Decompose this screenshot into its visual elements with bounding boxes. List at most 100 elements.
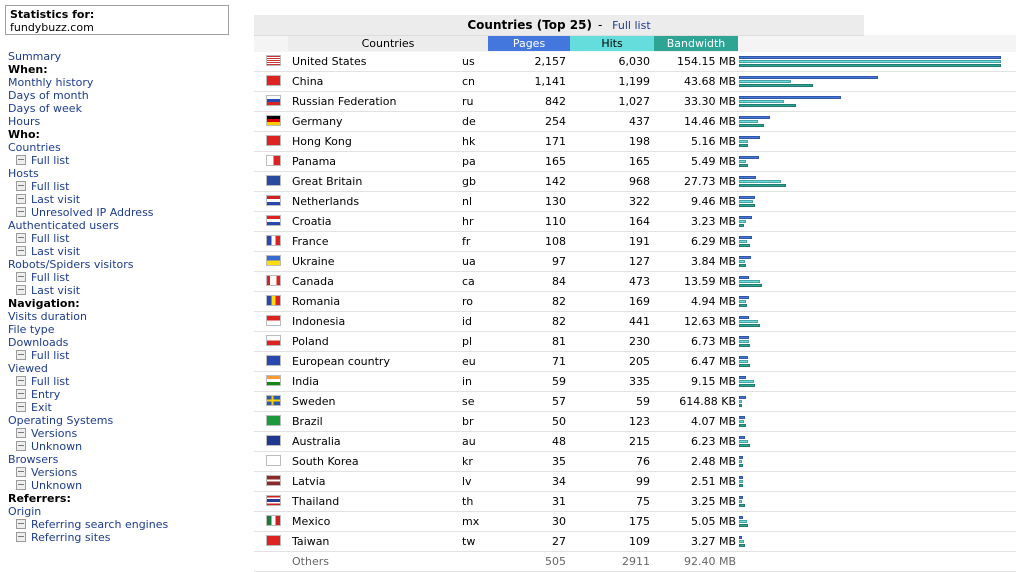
menu-subitem-unresolved-ip-address[interactable]: Unresolved IP Address <box>8 206 248 219</box>
menu-link-countries[interactable]: Countries <box>8 141 61 154</box>
bandwidth-bar <box>739 184 786 187</box>
menu-item-operating-systems[interactable]: Operating Systems <box>8 414 248 427</box>
menu-link-entry[interactable]: Entry <box>31 388 61 401</box>
menu-item-days-of-week[interactable]: Days of week <box>8 102 248 115</box>
menu-link-full-list[interactable]: Full list <box>31 271 70 284</box>
menu-item-visits-duration[interactable]: Visits duration <box>8 310 248 323</box>
hits-bar <box>739 260 745 263</box>
bandwidth-bar <box>739 524 748 527</box>
bandwidth-bar <box>739 264 746 267</box>
menu-link-authenticated-users[interactable]: Authenticated users <box>8 219 119 232</box>
menu-link-last-visit[interactable]: Last visit <box>31 193 81 206</box>
hits-bar <box>739 240 747 243</box>
menu-link-unresolved-ip-address[interactable]: Unresolved IP Address <box>31 206 154 219</box>
menu-link-hours[interactable]: Hours <box>8 115 41 128</box>
menu-link-viewed[interactable]: Viewed <box>8 362 48 375</box>
countries-panel: Countries (Top 25) - Full list Countries … <box>254 15 1016 572</box>
menu-item-viewed[interactable]: Viewed <box>8 362 248 375</box>
menu-link-referring-search-engines[interactable]: Referring search engines <box>31 518 169 531</box>
hits-bar <box>739 360 748 363</box>
menu-link-full-list[interactable]: Full list <box>31 154 70 167</box>
menu-link-full-list[interactable]: Full list <box>31 349 70 362</box>
menu-item-authenticated-users[interactable]: Authenticated users <box>8 219 248 232</box>
flag-pa-icon <box>266 155 281 166</box>
table-row: Netherlands nl 130 322 9.46 MB <box>254 192 1016 212</box>
column-header-pages: Pages <box>488 36 570 51</box>
menu-link-last-visit[interactable]: Last visit <box>31 284 81 297</box>
country-code: hk <box>462 135 476 148</box>
menu-subitem-versions[interactable]: Versions <box>8 427 248 440</box>
menu-link-file-type[interactable]: File type <box>8 323 55 336</box>
menu-link-hosts[interactable]: Hosts <box>8 167 39 180</box>
country-code: mx <box>462 515 480 528</box>
menu-link-robots-spiders-visitors[interactable]: Robots/Spiders visitors <box>8 258 134 271</box>
menu-item-file-type[interactable]: File type <box>8 323 248 336</box>
menu-subitem-full-list[interactable]: Full list <box>8 271 248 284</box>
menu-link-full-list[interactable]: Full list <box>31 180 70 193</box>
pages-value: 842 <box>545 95 566 108</box>
menu-subitem-full-list[interactable]: Full list <box>8 154 248 167</box>
menu-link-versions[interactable]: Versions <box>31 466 78 479</box>
menu-item-countries[interactable]: Countries <box>8 141 248 154</box>
hits-bar <box>739 80 791 83</box>
menu-link-downloads[interactable]: Downloads <box>8 336 69 349</box>
menu-link-unknown[interactable]: Unknown <box>31 440 83 453</box>
menu-item-robots-spiders-visitors[interactable]: Robots/Spiders visitors <box>8 258 248 271</box>
menu-item-browsers[interactable]: Browsers <box>8 453 248 466</box>
bar-group <box>739 93 1014 110</box>
menu-subitem-full-list[interactable]: Full list <box>8 180 248 193</box>
menu-item-hosts[interactable]: Hosts <box>8 167 248 180</box>
menu-link-origin[interactable]: Origin <box>8 505 42 518</box>
menu-subitem-last-visit[interactable]: Last visit <box>8 193 248 206</box>
hits-bar <box>739 540 744 543</box>
country-name: Great Britain <box>292 175 363 188</box>
menu-subitem-last-visit[interactable]: Last visit <box>8 284 248 297</box>
table-row: Mexico mx 30 175 5.05 MB <box>254 512 1016 532</box>
table-row: Brazil br 50 123 4.07 MB <box>254 412 1016 432</box>
menu-link-referring-sites[interactable]: Referring sites <box>31 531 111 544</box>
bandwidth-bar <box>739 284 762 287</box>
country-code: ca <box>462 275 475 288</box>
full-list-link[interactable]: Full list <box>612 19 651 32</box>
menu-link-versions[interactable]: Versions <box>31 427 78 440</box>
menu-link-exit[interactable]: Exit <box>31 401 52 414</box>
table-row: Panama pa 165 165 5.49 MB <box>254 152 1016 172</box>
menu-link-days-of-week[interactable]: Days of week <box>8 102 82 115</box>
menu-subitem-referring-search-engines[interactable]: Referring search engines <box>8 518 248 531</box>
hits-value: 191 <box>629 235 650 248</box>
menu-link-full-list[interactable]: Full list <box>31 375 70 388</box>
menu-link-full-list[interactable]: Full list <box>31 232 70 245</box>
menu-item-summary[interactable]: Summary <box>8 50 248 63</box>
menu-link-browsers[interactable]: Browsers <box>8 453 59 466</box>
menu-subitem-last-visit[interactable]: Last visit <box>8 245 248 258</box>
menu-subitem-unknown[interactable]: Unknown <box>8 479 248 492</box>
menu-subitem-referring-sites[interactable]: Referring sites <box>8 531 248 544</box>
menu-subitem-versions[interactable]: Versions <box>8 466 248 479</box>
menu-subitem-unknown[interactable]: Unknown <box>8 440 248 453</box>
pages-value: 27 <box>552 535 566 548</box>
hits-value: 968 <box>629 175 650 188</box>
menu-link-operating-systems[interactable]: Operating Systems <box>8 414 114 427</box>
pages-value: 254 <box>545 115 566 128</box>
menu-subitem-exit[interactable]: Exit <box>8 401 248 414</box>
menu-link-monthly-history[interactable]: Monthly history <box>8 76 94 89</box>
menu-item-origin[interactable]: Origin <box>8 505 248 518</box>
menu-link-last-visit[interactable]: Last visit <box>31 245 81 258</box>
section-title: Countries (Top 25) <box>467 18 592 32</box>
menu-subitem-full-list[interactable]: Full list <box>8 349 248 362</box>
menu-link-days-of-month[interactable]: Days of month <box>8 89 89 102</box>
menu-item-downloads[interactable]: Downloads <box>8 336 248 349</box>
bandwidth-value: 6.29 MB <box>690 235 736 248</box>
menu-subitem-full-list[interactable]: Full list <box>8 375 248 388</box>
pages-value: 171 <box>545 135 566 148</box>
menu-item-days-of-month[interactable]: Days of month <box>8 89 248 102</box>
menu-item-hours[interactable]: Hours <box>8 115 248 128</box>
menu-link-summary[interactable]: Summary <box>8 50 62 63</box>
menu-subitem-entry[interactable]: Entry <box>8 388 248 401</box>
menu-link-unknown[interactable]: Unknown <box>31 479 83 492</box>
flag-mx-icon <box>266 515 281 526</box>
menu-item-monthly-history[interactable]: Monthly history <box>8 76 248 89</box>
menu-subitem-full-list[interactable]: Full list <box>8 232 248 245</box>
bandwidth-bar <box>739 144 748 147</box>
menu-link-visits-duration[interactable]: Visits duration <box>8 310 87 323</box>
